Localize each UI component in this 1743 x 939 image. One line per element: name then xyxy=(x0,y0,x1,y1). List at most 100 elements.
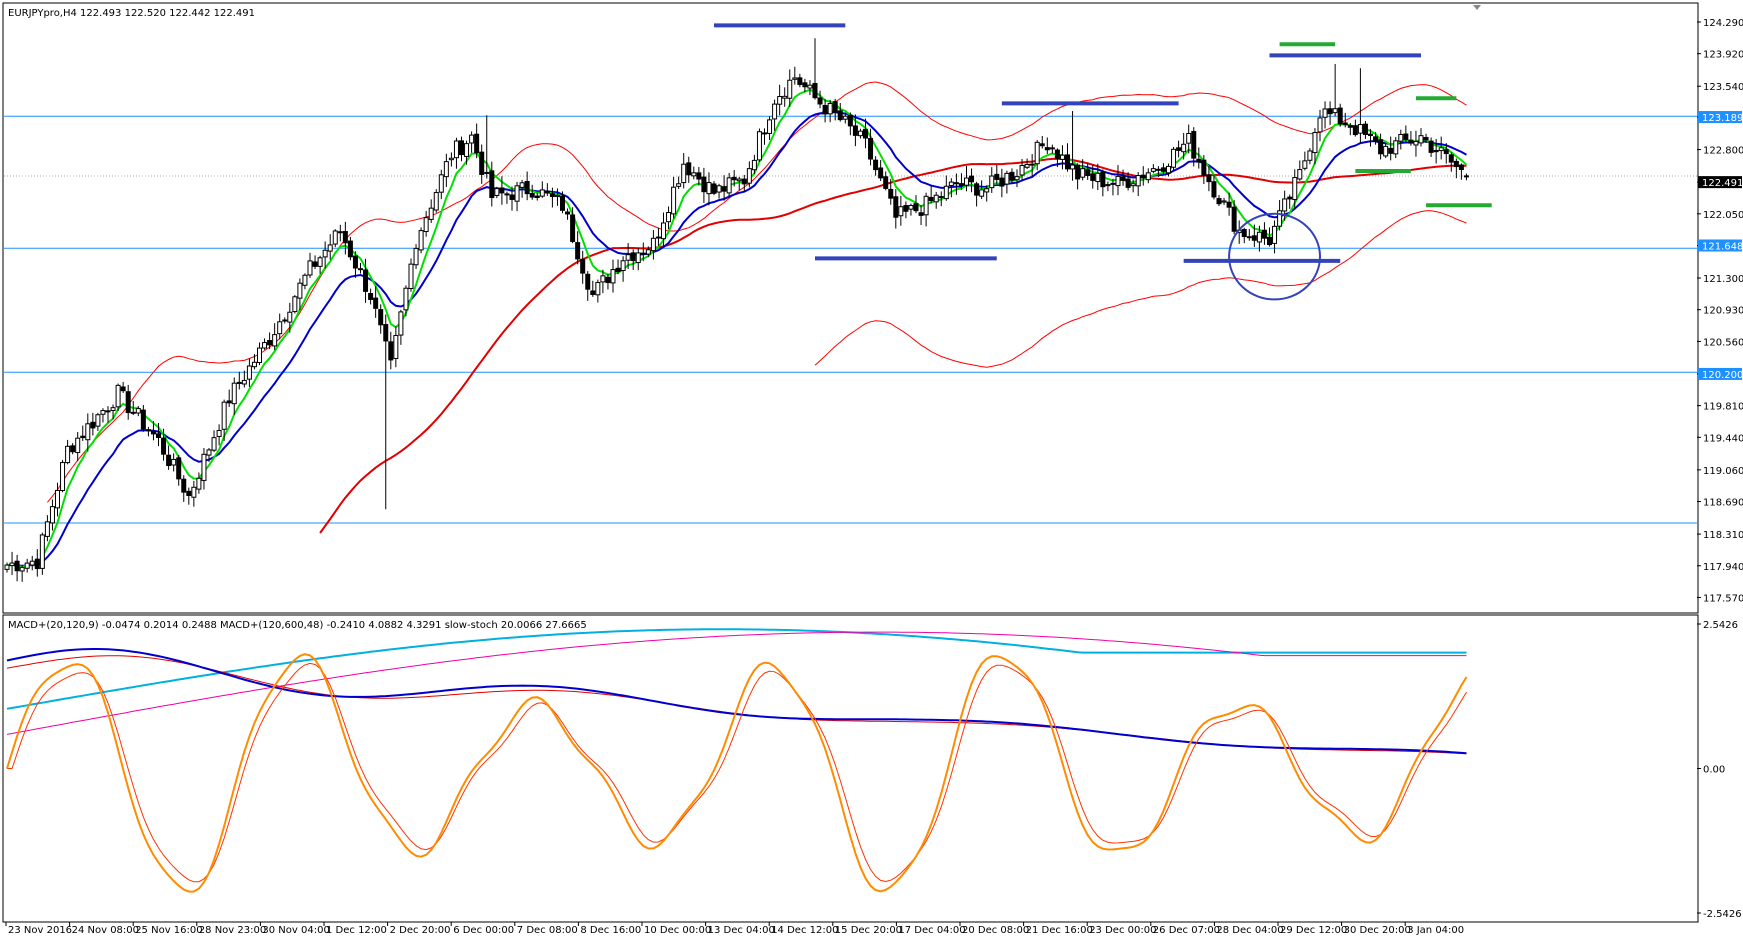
candle xyxy=(1388,136,1394,161)
candle xyxy=(544,183,550,196)
candle xyxy=(570,207,576,244)
candle-body xyxy=(292,296,298,313)
candle-body xyxy=(1044,147,1050,151)
candle-body xyxy=(539,189,545,197)
candle-body xyxy=(1150,168,1156,172)
candle-body xyxy=(1297,169,1303,180)
indicator-tick-label: -2.5426 xyxy=(1703,909,1742,920)
candle xyxy=(1256,225,1262,252)
candle xyxy=(1453,158,1459,179)
candle xyxy=(479,144,485,184)
horizontal-lines xyxy=(4,115,1697,524)
candle-body xyxy=(145,429,151,432)
candle xyxy=(1418,128,1424,147)
candle-body xyxy=(1443,149,1449,155)
candle xyxy=(1014,169,1020,188)
candle-body xyxy=(1312,132,1318,154)
candle xyxy=(979,180,985,200)
candle-body xyxy=(408,263,414,289)
candle xyxy=(398,309,404,345)
candle-body xyxy=(1095,172,1101,183)
candle-body xyxy=(570,214,576,242)
candle-body xyxy=(600,275,606,283)
price-tag-bg xyxy=(1698,176,1742,189)
candle-body xyxy=(938,196,944,199)
candle xyxy=(716,183,722,199)
candle xyxy=(701,167,707,203)
candle xyxy=(1312,128,1318,165)
candle-body xyxy=(731,176,737,181)
candle-body xyxy=(1029,163,1035,166)
candle xyxy=(1004,170,1010,194)
candle-body xyxy=(928,196,934,202)
candle-body xyxy=(908,204,914,210)
candle xyxy=(1221,197,1227,205)
candle-body xyxy=(1408,139,1414,144)
candle-body xyxy=(85,423,91,441)
price-tick-label: 122.050 xyxy=(1703,210,1743,221)
price-tick-label: 119.060 xyxy=(1703,466,1743,477)
candle-body xyxy=(191,486,197,498)
candle xyxy=(514,181,520,212)
candle xyxy=(161,428,167,461)
candle xyxy=(34,549,40,577)
price-tick-label: 123.920 xyxy=(1703,50,1743,61)
candle xyxy=(994,165,1000,184)
candle-body xyxy=(635,252,641,264)
candle xyxy=(676,176,682,190)
candle xyxy=(1443,143,1449,164)
candle-body xyxy=(1256,231,1262,243)
candle xyxy=(156,422,161,447)
candle-body xyxy=(80,435,86,439)
candle-body xyxy=(161,437,167,455)
candle-body xyxy=(1317,117,1323,133)
candle-body xyxy=(403,287,409,311)
candle xyxy=(1125,172,1131,191)
candle xyxy=(1044,137,1050,154)
candle xyxy=(105,406,111,423)
candle-body xyxy=(140,409,146,430)
price-tick-label: 119.440 xyxy=(1703,433,1743,444)
candle-body xyxy=(1070,164,1076,170)
candle xyxy=(110,404,116,420)
candle xyxy=(958,173,964,190)
candle-body xyxy=(206,449,212,456)
candle xyxy=(1297,160,1303,181)
candle-body xyxy=(509,194,515,200)
candle xyxy=(413,244,419,269)
candle xyxy=(610,259,616,293)
candle-body xyxy=(1342,122,1348,126)
candle xyxy=(630,249,636,271)
candle-body xyxy=(216,429,222,437)
drawn-levels[interactable] xyxy=(714,23,1492,263)
candle-body xyxy=(1267,236,1272,246)
candle xyxy=(282,317,288,324)
candle-body xyxy=(75,437,81,454)
candle xyxy=(1246,229,1252,241)
candle xyxy=(246,358,252,387)
candle xyxy=(645,246,651,258)
candle-body xyxy=(868,138,874,160)
candle-body xyxy=(277,321,283,335)
candle xyxy=(585,271,591,301)
candle-body xyxy=(994,173,1000,180)
candle xyxy=(741,174,747,192)
candle-body xyxy=(105,410,111,413)
indicator-tick-label: 2.5426 xyxy=(1703,620,1738,631)
candle-body xyxy=(1201,159,1207,176)
candle xyxy=(1166,163,1171,177)
chart-shift-marker-icon[interactable] xyxy=(1473,5,1481,10)
highlight-ellipse[interactable] xyxy=(1228,212,1322,301)
candle xyxy=(181,475,187,502)
candle xyxy=(1383,142,1389,158)
candle-body xyxy=(1024,163,1030,168)
price-pane[interactable]: EURJPYpro,H4 122.493 122.520 122.442 122… xyxy=(2,2,1699,614)
candle-body xyxy=(70,445,76,453)
time-tick-label: 20 Dec 08:00 xyxy=(962,925,1029,936)
candle xyxy=(984,185,990,202)
candle xyxy=(145,426,151,437)
candle xyxy=(1433,138,1439,164)
candle xyxy=(433,189,439,213)
candle xyxy=(484,115,490,179)
